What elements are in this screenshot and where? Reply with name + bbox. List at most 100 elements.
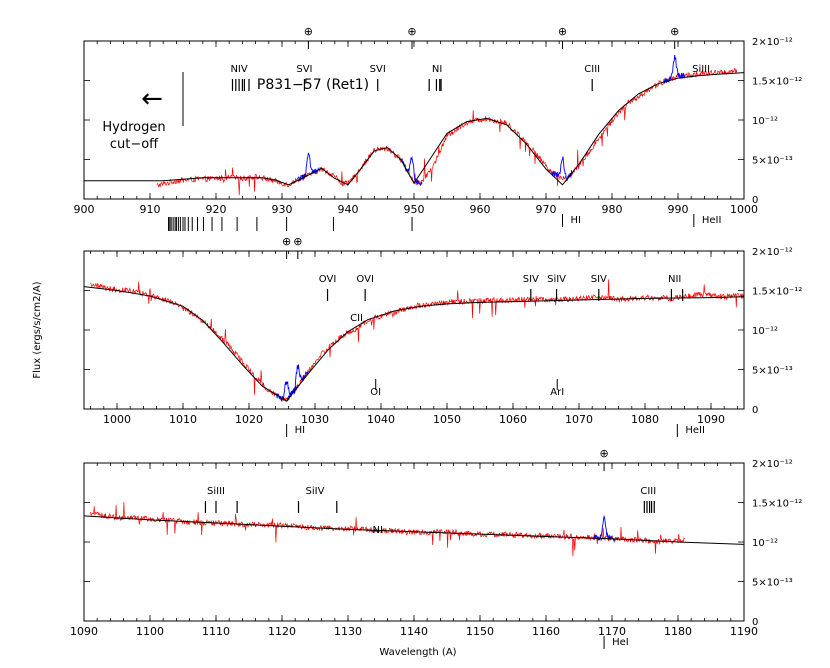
x-tick-label: 1170 — [598, 625, 626, 638]
observed-spectrum-middle — [90, 279, 744, 403]
plot-area-middle — [84, 279, 744, 403]
x-tick-label: 1030 — [301, 413, 329, 426]
y-tick-label: 10⁻¹² — [752, 326, 778, 337]
x-tick-label: 1000 — [730, 203, 758, 216]
x-tick-label: 950 — [404, 203, 425, 216]
y-tick-label: 0 — [752, 405, 758, 416]
x-tick-label: 1090 — [697, 413, 725, 426]
x-tick-label: 1080 — [631, 413, 659, 426]
y-axis-label: Flux (ergs/s/cm2/A) — [32, 281, 43, 378]
y-tick-label: 0 — [752, 195, 758, 206]
x-axis-label: Wavelength (A) — [379, 647, 456, 658]
y-tick-label: 2×10⁻¹² — [752, 459, 793, 470]
x-tick-label: 1180 — [664, 625, 692, 638]
x-tick-label: 1110 — [202, 625, 230, 638]
line-id-label: SiIV — [547, 274, 566, 285]
x-tick-label: 1090 — [70, 625, 98, 638]
plot-area-top — [84, 54, 744, 196]
line-id-label: CIII — [640, 486, 656, 497]
x-tick-label: 990 — [668, 203, 689, 216]
x-tick-label: 980 — [602, 203, 623, 216]
line-id-label: SVI — [370, 64, 386, 75]
x-tick-label: 920 — [206, 203, 227, 216]
y-tick-label: 10⁻¹² — [752, 538, 778, 549]
x-tick-label: 1130 — [334, 625, 362, 638]
line-id-label: OVI — [319, 274, 337, 285]
y-tick-label: 2×10⁻¹² — [752, 37, 793, 48]
line-id-label: CII — [350, 313, 363, 324]
x-tick-label: 1050 — [433, 413, 461, 426]
x-tick-label: 1020 — [235, 413, 263, 426]
x-tick-label: 960 — [470, 203, 491, 216]
earth-marker: ⊕ — [407, 25, 416, 38]
line-id-below-label: HeII — [685, 425, 705, 436]
line-id-label: SiIV — [306, 486, 325, 497]
x-tick-label: 1160 — [532, 625, 560, 638]
panel-middle: 1000 1010 1020 1030 1040 1050 1060 1070 1080 1090… — [83, 235, 802, 437]
y-tick-label: 1.5×10⁻¹² — [752, 287, 802, 298]
y-tick-label: 10⁻¹² — [752, 116, 778, 127]
plot-area-bottom — [84, 502, 744, 557]
x-tick-label: 900 — [74, 203, 95, 216]
x-tick-label: 1070 — [565, 413, 593, 426]
geocoronal-segment — [401, 156, 423, 186]
x-tick-label: 1150 — [466, 625, 494, 638]
x-tick-label: 970 — [536, 203, 557, 216]
x-tick-label: 940 — [338, 203, 359, 216]
line-id-below-label: ArI — [550, 387, 564, 398]
x-tick-label: 1040 — [367, 413, 395, 426]
x-tick-label: 1000 — [103, 413, 131, 426]
y-tick-label: 5×10⁻¹³ — [752, 366, 793, 377]
line-id-label: CIII — [584, 64, 600, 75]
x-tick-label: 1140 — [400, 625, 428, 638]
line-id-label: OVI — [356, 274, 374, 285]
hydrogen-cutoff-arrow: ← — [141, 84, 163, 114]
line-id-label: SIV — [523, 274, 539, 285]
line-id-below-label: HeII — [702, 215, 722, 226]
model-spectrum-middle — [84, 286, 744, 402]
y-tick-label: 1.5×10⁻¹² — [752, 499, 802, 510]
x-tick-label: 1010 — [169, 413, 197, 426]
x-tick-label: 910 — [140, 203, 161, 216]
y-tick-label: 0 — [752, 617, 758, 628]
line-id-label: SIV — [591, 274, 607, 285]
earth-marker: ⊕ — [670, 25, 679, 38]
line-id-label: NII — [668, 274, 681, 285]
earth-marker: ⊕ — [558, 25, 567, 38]
earth-marker: ⊕ — [293, 235, 302, 248]
x-tick-label: 1060 — [499, 413, 527, 426]
hydrogen-cutoff-label-line2: cut−off — [110, 137, 159, 152]
x-tick-label: 930 — [272, 203, 293, 216]
y-tick-label: 1.5×10⁻¹² — [752, 77, 802, 88]
panel-bottom: 1090 1100 1110 1120 1130 1140 1150 1160 1170 1180… — [70, 447, 802, 649]
x-tick-label: 1100 — [136, 625, 164, 638]
line-id-label: SVI — [296, 64, 312, 75]
x-tick-label: 1190 — [730, 625, 758, 638]
y-tick-label: 2×10⁻¹² — [752, 247, 793, 258]
line-id-label: SiIII — [207, 486, 225, 497]
figure-title: P831−57 (Ret1) — [257, 77, 369, 93]
x-tick-label: 1120 — [268, 625, 296, 638]
earth-marker: ⊕ — [304, 25, 313, 38]
earth-marker: ⊕ — [599, 447, 608, 460]
geocoronal-segment — [297, 152, 319, 181]
y-tick-label: 5×10⁻¹³ — [752, 578, 793, 589]
line-id-label: NIV — [230, 64, 247, 75]
line-id-below-label: OI — [370, 387, 381, 398]
line-id-below-label: HI — [571, 215, 581, 226]
panel-frame-middle — [83, 250, 745, 410]
model-spectrum-bottom — [84, 515, 744, 545]
model-spectrum-top — [84, 72, 744, 186]
line-id-label: NI — [372, 525, 382, 536]
hydrogen-cutoff-label-line1: Hydrogen — [102, 120, 165, 135]
line-id-label: SiIII — [692, 64, 710, 75]
line-id-label: NI — [432, 64, 442, 75]
observed-spectrum-bottom — [90, 502, 685, 557]
line-id-below-label: HI — [295, 425, 305, 436]
y-tick-label: 5×10⁻¹³ — [752, 156, 793, 167]
geocoronal-segment — [593, 514, 616, 543]
line-id-below-label: HeI — [612, 637, 629, 648]
